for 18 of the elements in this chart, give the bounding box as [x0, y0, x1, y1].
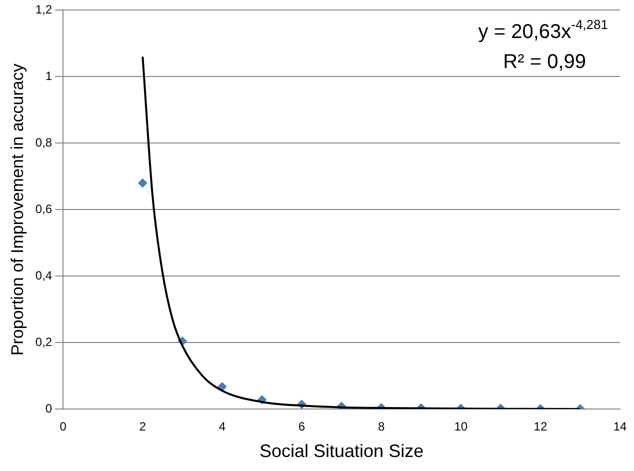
y-tick-label: 0,6 — [35, 202, 52, 216]
x-tick-label: 14 — [613, 420, 627, 434]
x-tick-label: 8 — [378, 420, 385, 434]
x-tick-label: 6 — [298, 420, 306, 434]
x-axis-title: Social Situation Size — [259, 441, 424, 462]
x-tick-label: 0 — [60, 420, 67, 434]
y-tick-label: 0 — [45, 401, 52, 416]
x-tick-label: 2 — [139, 420, 146, 434]
x-tick-label: 10 — [454, 420, 468, 434]
y-tick-label: 0,8 — [35, 135, 52, 150]
x-tick-label: 12 — [534, 420, 548, 434]
x-tick-label: 4 — [218, 420, 226, 434]
y-tick-label: 0,4 — [35, 268, 52, 282]
y-tick-label: 0,2 — [35, 334, 52, 349]
y-axis-title: Proportion of Improvement in accuracy — [8, 63, 27, 356]
y-tick-label: 1,2 — [35, 2, 52, 17]
annotation: R² = 0,99 — [503, 51, 586, 74]
y-tick-label: 1 — [45, 68, 52, 83]
